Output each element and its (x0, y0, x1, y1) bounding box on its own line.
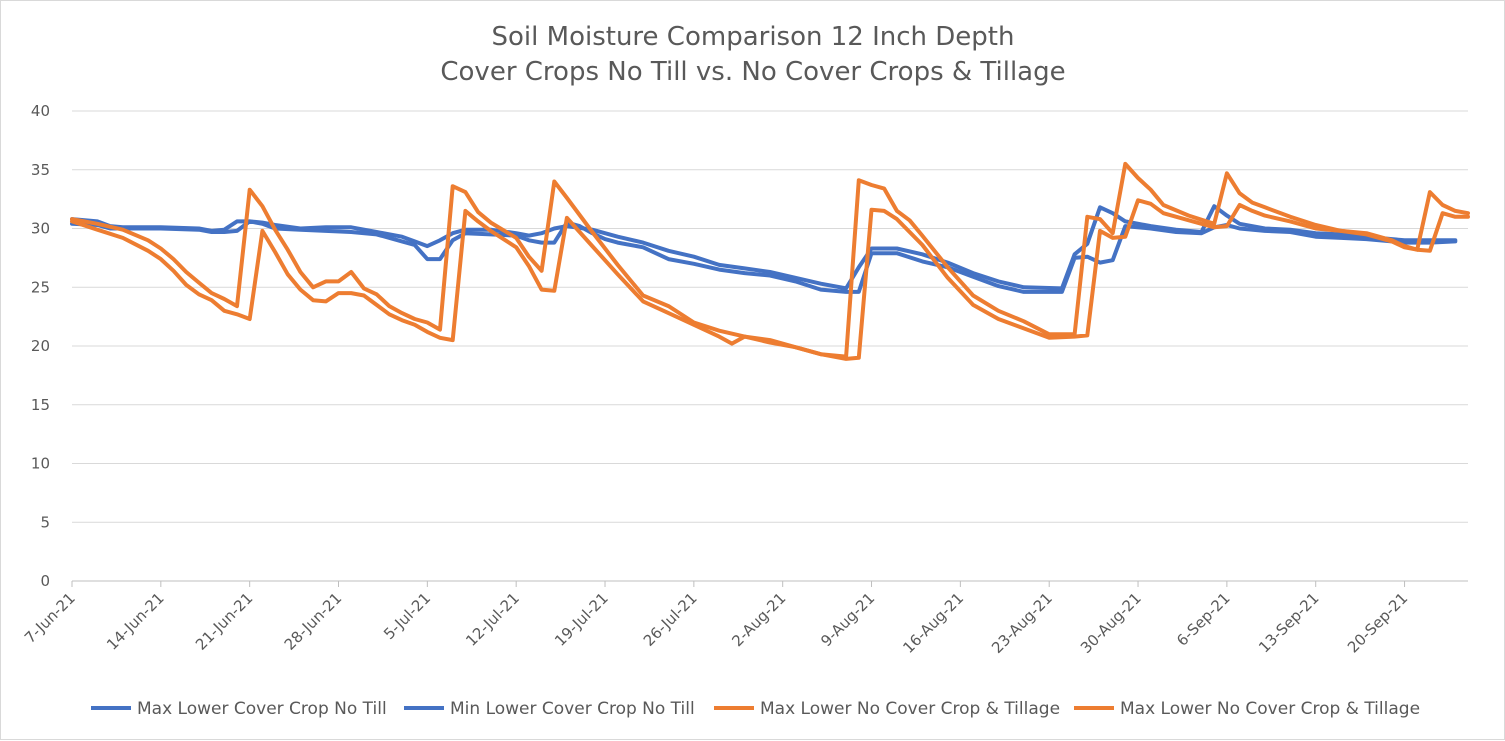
y-axis: 0 5 10 15 20 25 30 35 40 (31, 102, 50, 590)
series-line-2 (70, 219, 1458, 294)
x-tick-label: 19-Jul-21 (551, 589, 612, 650)
x-tick-label: 28-Jun-21 (281, 589, 346, 654)
y-tick-label: 35 (31, 161, 50, 179)
series-line-1 (70, 204, 1458, 291)
x-tick-label: 30-Aug-21 (1077, 589, 1145, 657)
chart-title-line-1: Soil Moisture Comparison 12 Inch Depth (492, 22, 1015, 52)
series-line-4 (70, 198, 1470, 361)
x-tick-label: 23-Aug-21 (988, 589, 1056, 657)
y-tick-label: 10 (31, 455, 50, 473)
x-tick-label: 16-Aug-21 (899, 589, 967, 657)
y-tick-label: 20 (31, 337, 50, 355)
x-tick-label: 21-Jun-21 (192, 589, 257, 654)
y-tick-label: 25 (31, 278, 50, 296)
x-tick-label: 13-Sep-21 (1255, 589, 1322, 656)
x-tick-label: 14-Jun-21 (103, 589, 168, 654)
chart-title-line-2: Cover Crops No Till vs. No Cover Crops &… (440, 57, 1065, 87)
x-tick-label: 5-Jul-21 (380, 589, 434, 643)
legend: Max Lower Cover Crop No Till Min Lower Co… (91, 699, 1420, 719)
legend-label-3: Max Lower No Cover Crop & Tillage (760, 699, 1060, 719)
x-tick-label: 20-Sep-21 (1344, 589, 1411, 656)
legend-label-1: Max Lower Cover Crop No Till (137, 699, 387, 719)
x-tick-label: 6-Sep-21 (1173, 589, 1234, 650)
x-axis: 7-Jun-21 14-Jun-21 21-Jun-21 28-Jun-21 5-Jul… (21, 580, 1468, 657)
x-tick-label: 12-Jul-21 (462, 589, 523, 650)
gridlines (72, 110, 1468, 523)
x-tick-label: 9-Aug-21 (817, 589, 878, 650)
x-tick-label: 7-Jun-21 (21, 589, 79, 647)
y-tick-label: 15 (31, 396, 50, 414)
series-lines (70, 161, 1470, 361)
y-tick-label: 0 (40, 572, 50, 590)
y-tick-label: 40 (31, 102, 50, 120)
legend-label-2: Min Lower Cover Crop No Till (450, 699, 695, 719)
y-tick-label: 5 (40, 513, 50, 531)
x-tick-label: 2-Aug-21 (728, 589, 789, 650)
y-tick-label: 30 (31, 220, 50, 238)
x-tick-label: 26-Jul-21 (640, 589, 701, 650)
legend-label-4: Max Lower No Cover Crop & Tillage (1120, 699, 1420, 719)
series-line-3 (70, 161, 1470, 359)
